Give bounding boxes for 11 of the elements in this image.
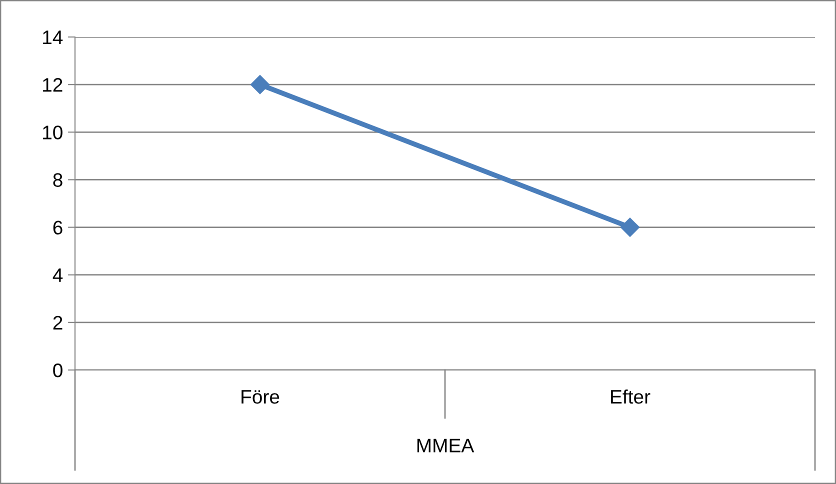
y-tick-label: 6 bbox=[53, 220, 62, 235]
y-tick-label: 2 bbox=[53, 316, 62, 330]
y-tick-label: 8 bbox=[53, 173, 62, 187]
x-axis-title: MMEA bbox=[417, 438, 474, 452]
x-tick-label: Före bbox=[242, 390, 280, 404]
y-tick-label: 10 bbox=[43, 126, 62, 140]
y-tick-label: 0 bbox=[53, 363, 62, 378]
y-tick-label: 14 bbox=[43, 30, 63, 44]
y-tick-label: 12 bbox=[43, 78, 62, 92]
y-tick-label: 4 bbox=[52, 268, 63, 282]
x-tick-label: Efter bbox=[611, 389, 650, 404]
